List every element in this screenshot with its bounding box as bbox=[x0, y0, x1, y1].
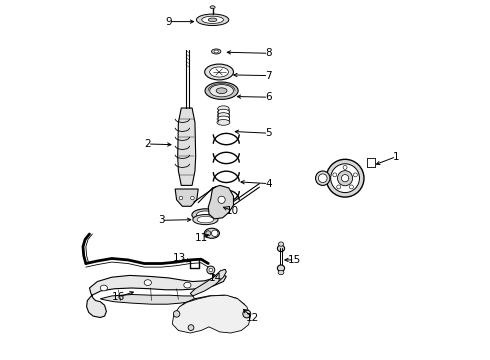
Polygon shape bbox=[172, 295, 250, 333]
Text: 9: 9 bbox=[165, 17, 172, 27]
Ellipse shape bbox=[338, 171, 353, 186]
Ellipse shape bbox=[218, 106, 229, 112]
Ellipse shape bbox=[343, 165, 347, 169]
Polygon shape bbox=[208, 185, 233, 219]
Polygon shape bbox=[100, 294, 195, 304]
Text: 4: 4 bbox=[265, 179, 272, 189]
Text: 7: 7 bbox=[265, 71, 272, 81]
Ellipse shape bbox=[212, 230, 218, 237]
Text: 6: 6 bbox=[265, 92, 272, 102]
Text: 3: 3 bbox=[158, 215, 165, 225]
Ellipse shape bbox=[197, 216, 214, 223]
Ellipse shape bbox=[196, 14, 229, 26]
Ellipse shape bbox=[207, 266, 215, 274]
Ellipse shape bbox=[192, 209, 219, 221]
Text: 12: 12 bbox=[245, 312, 259, 323]
Ellipse shape bbox=[173, 311, 180, 317]
Ellipse shape bbox=[212, 49, 221, 54]
Text: 5: 5 bbox=[265, 128, 272, 138]
Text: 8: 8 bbox=[265, 48, 272, 58]
Ellipse shape bbox=[191, 196, 194, 200]
Ellipse shape bbox=[210, 6, 215, 9]
Text: 13: 13 bbox=[173, 253, 186, 264]
Ellipse shape bbox=[188, 325, 194, 330]
Ellipse shape bbox=[342, 175, 349, 182]
Ellipse shape bbox=[208, 18, 217, 22]
Ellipse shape bbox=[349, 185, 353, 189]
Ellipse shape bbox=[216, 88, 227, 94]
Ellipse shape bbox=[243, 310, 251, 318]
Text: 15: 15 bbox=[288, 255, 301, 265]
Polygon shape bbox=[178, 108, 196, 185]
Ellipse shape bbox=[205, 64, 233, 80]
Ellipse shape bbox=[184, 282, 191, 288]
Text: 1: 1 bbox=[393, 152, 399, 162]
Polygon shape bbox=[175, 295, 248, 328]
Ellipse shape bbox=[333, 173, 337, 177]
Text: 16: 16 bbox=[112, 292, 125, 302]
Polygon shape bbox=[190, 269, 226, 296]
Text: 2: 2 bbox=[145, 139, 151, 149]
Ellipse shape bbox=[204, 228, 220, 238]
Ellipse shape bbox=[353, 173, 357, 177]
Text: 14: 14 bbox=[209, 273, 222, 283]
Ellipse shape bbox=[217, 120, 230, 125]
Ellipse shape bbox=[214, 50, 219, 53]
Ellipse shape bbox=[210, 85, 233, 97]
Ellipse shape bbox=[202, 16, 223, 23]
Polygon shape bbox=[87, 274, 226, 318]
Ellipse shape bbox=[193, 215, 218, 225]
Ellipse shape bbox=[318, 174, 327, 183]
Text: 11: 11 bbox=[195, 233, 208, 243]
Ellipse shape bbox=[217, 116, 230, 122]
Ellipse shape bbox=[206, 231, 211, 236]
Ellipse shape bbox=[144, 280, 151, 285]
Ellipse shape bbox=[209, 268, 213, 272]
Polygon shape bbox=[175, 189, 198, 206]
Ellipse shape bbox=[337, 185, 341, 189]
Ellipse shape bbox=[326, 159, 364, 197]
Ellipse shape bbox=[331, 164, 360, 193]
Ellipse shape bbox=[196, 211, 215, 219]
Text: 10: 10 bbox=[226, 206, 239, 216]
Ellipse shape bbox=[100, 285, 107, 291]
Ellipse shape bbox=[278, 242, 284, 246]
Ellipse shape bbox=[277, 265, 285, 271]
Ellipse shape bbox=[218, 196, 225, 203]
Ellipse shape bbox=[277, 245, 285, 252]
Ellipse shape bbox=[278, 270, 284, 275]
Ellipse shape bbox=[316, 171, 330, 185]
Ellipse shape bbox=[179, 196, 183, 200]
Ellipse shape bbox=[210, 67, 228, 77]
Ellipse shape bbox=[217, 113, 229, 118]
Ellipse shape bbox=[205, 82, 238, 99]
Ellipse shape bbox=[218, 109, 229, 115]
